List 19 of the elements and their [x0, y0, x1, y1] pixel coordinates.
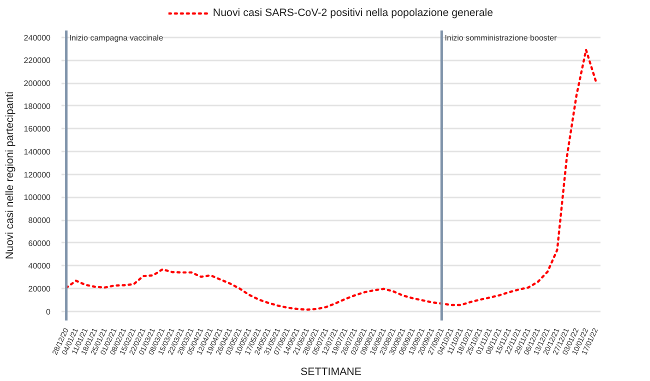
y-tick-label: 240000 [24, 33, 52, 42]
y-tick-label: 20000 [28, 284, 52, 294]
y-axis-title: Nuovi casi nelle regioni partecipanti [4, 92, 16, 260]
y-tick-label: 100000 [24, 193, 52, 202]
y-tick-label: 140000 [24, 148, 52, 157]
y-tick-label: 180000 [24, 102, 52, 111]
y-tick-label: 0 [46, 307, 52, 316]
line-series [65, 48, 597, 311]
y-tick-label: 40000 [28, 262, 52, 271]
x-axis-title: SETTIMANE [300, 366, 362, 378]
ref-line-label: Inizio somministrazione booster [444, 34, 558, 42]
y-tick-label: 200000 [24, 79, 52, 88]
y-tick-label: 220000 [24, 56, 52, 66]
legend-label: Nuovi casi SARS-CoV-2 positivi nella popolazione generale [212, 7, 494, 19]
y-tick-label: 60000 [28, 238, 52, 248]
ref-line-label: Inizio campagna vaccinale [69, 34, 164, 42]
y-tick-label: 160000 [24, 124, 52, 134]
y-tick-label: 80000 [28, 216, 52, 226]
y-tick-label: 120000 [24, 170, 52, 180]
